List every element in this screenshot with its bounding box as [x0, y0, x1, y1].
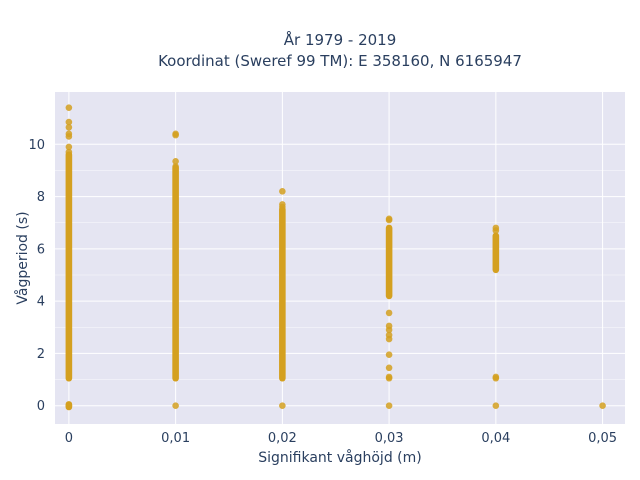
dense-point-range: [492, 232, 500, 274]
data-point: [279, 203, 286, 211]
y-tick-label: 2: [37, 347, 45, 362]
data-point: [65, 143, 73, 151]
dense-point-range: [172, 164, 179, 382]
data-point: [279, 402, 286, 410]
data-points: [65, 104, 606, 410]
data-point: [65, 133, 73, 140]
data-point: [492, 373, 500, 381]
data-point: [385, 322, 393, 330]
data-point: [279, 188, 286, 195]
x-tick-label: 0,02: [268, 431, 297, 446]
y-tick-labels: 0 2 4 6 8 10: [28, 138, 45, 414]
data-point: [599, 402, 606, 410]
data-point: [172, 163, 179, 170]
chart-title-line1: År 1979 - 2019: [284, 30, 397, 49]
data-point: [492, 402, 500, 410]
dense-point-range: [385, 224, 393, 300]
data-point: [385, 351, 393, 359]
data-point: [385, 216, 393, 224]
dense-point-range: [65, 151, 73, 382]
data-point: [65, 148, 73, 156]
dense-point-range: [279, 206, 286, 382]
x-tick-label: 0: [65, 431, 73, 446]
chart-title-line2: Koordinat (Sweref 99 TM): E 358160, N 61…: [158, 52, 522, 70]
y-tick-label: 4: [37, 295, 45, 310]
x-tick-label: 0,05: [588, 431, 617, 446]
y-tick-label: 0: [37, 399, 45, 414]
data-point: [385, 309, 393, 317]
data-point: [65, 104, 73, 111]
y-tick-label: 8: [37, 190, 45, 205]
data-point: [385, 331, 393, 339]
x-tick-label: 0,04: [481, 431, 510, 446]
x-tick-label: 0,03: [375, 431, 404, 446]
y-axis-title: Vågperiod (s): [14, 211, 31, 304]
x-tick-label: 0,01: [161, 431, 190, 446]
x-axis-title: Signifikant våghöjd (m): [258, 449, 421, 466]
y-tick-label: 10: [28, 138, 45, 153]
data-point: [385, 402, 393, 410]
data-point: [65, 123, 73, 131]
data-point: [172, 157, 179, 165]
data-point: [65, 118, 73, 126]
data-point: [65, 402, 73, 410]
grid-lines: [55, 92, 625, 424]
data-point: [385, 373, 393, 381]
data-point: [492, 227, 500, 234]
data-point: [172, 402, 179, 410]
data-point: [172, 131, 179, 139]
x-tick-labels: 0 0,01 0,02 0,03 0,04 0,05: [65, 431, 617, 446]
plot-area: [55, 92, 625, 424]
data-point: [385, 364, 393, 372]
data-range-marks: [65, 151, 500, 411]
y-tick-label: 6: [37, 242, 45, 257]
